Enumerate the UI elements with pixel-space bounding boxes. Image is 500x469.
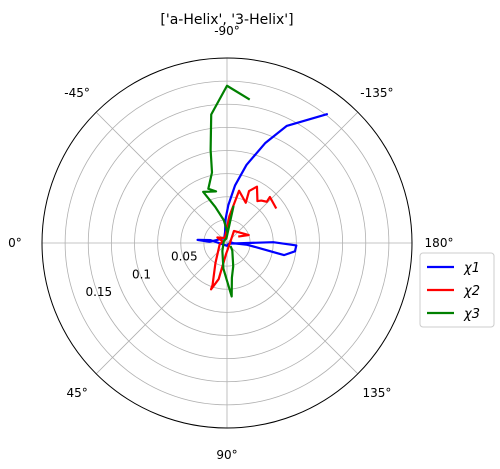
series-line-χ2	[209, 185, 278, 291]
radial-tick-label: 0.15	[85, 285, 112, 299]
angle-tick-label: -135°	[360, 86, 393, 100]
radial-tick-labels: 0.05 0.1 0.15	[85, 250, 197, 299]
series-line-χ1	[196, 112, 329, 257]
radial-tick-label: 0.1	[132, 267, 151, 281]
angle-tick-label: 90°	[216, 448, 237, 462]
grid-spoke	[226, 111, 359, 244]
legend-label: χ1	[463, 261, 480, 276]
grid-spoke	[95, 111, 228, 244]
angle-tick-label: -45°	[64, 86, 90, 100]
outer-ring	[41, 57, 413, 429]
legend-label: χ3	[463, 307, 480, 322]
radial-tick-label: 0.05	[171, 250, 198, 264]
angle-tick-label: 180°	[425, 236, 454, 250]
angle-tick-label: -90°	[214, 24, 240, 38]
legend: χ1 χ2 χ3	[419, 252, 495, 328]
angle-tick-label: 0°	[8, 236, 22, 250]
polar-grid	[42, 58, 412, 428]
series-lines	[196, 84, 329, 298]
angle-tick-label: 135°	[362, 386, 391, 400]
angle-tick-label: 45°	[66, 386, 87, 400]
series-line-χ3	[202, 84, 251, 298]
chart-title: ['a-Helix', '3-Helix']	[160, 12, 293, 28]
legend-box	[419, 252, 495, 328]
grid-spoke	[226, 242, 359, 375]
legend-label: χ2	[463, 284, 480, 299]
grid-spoke	[95, 242, 228, 375]
angle-tick-labels: 0° 45° 90° 135° 180° -135° -90° -45°	[8, 24, 453, 462]
